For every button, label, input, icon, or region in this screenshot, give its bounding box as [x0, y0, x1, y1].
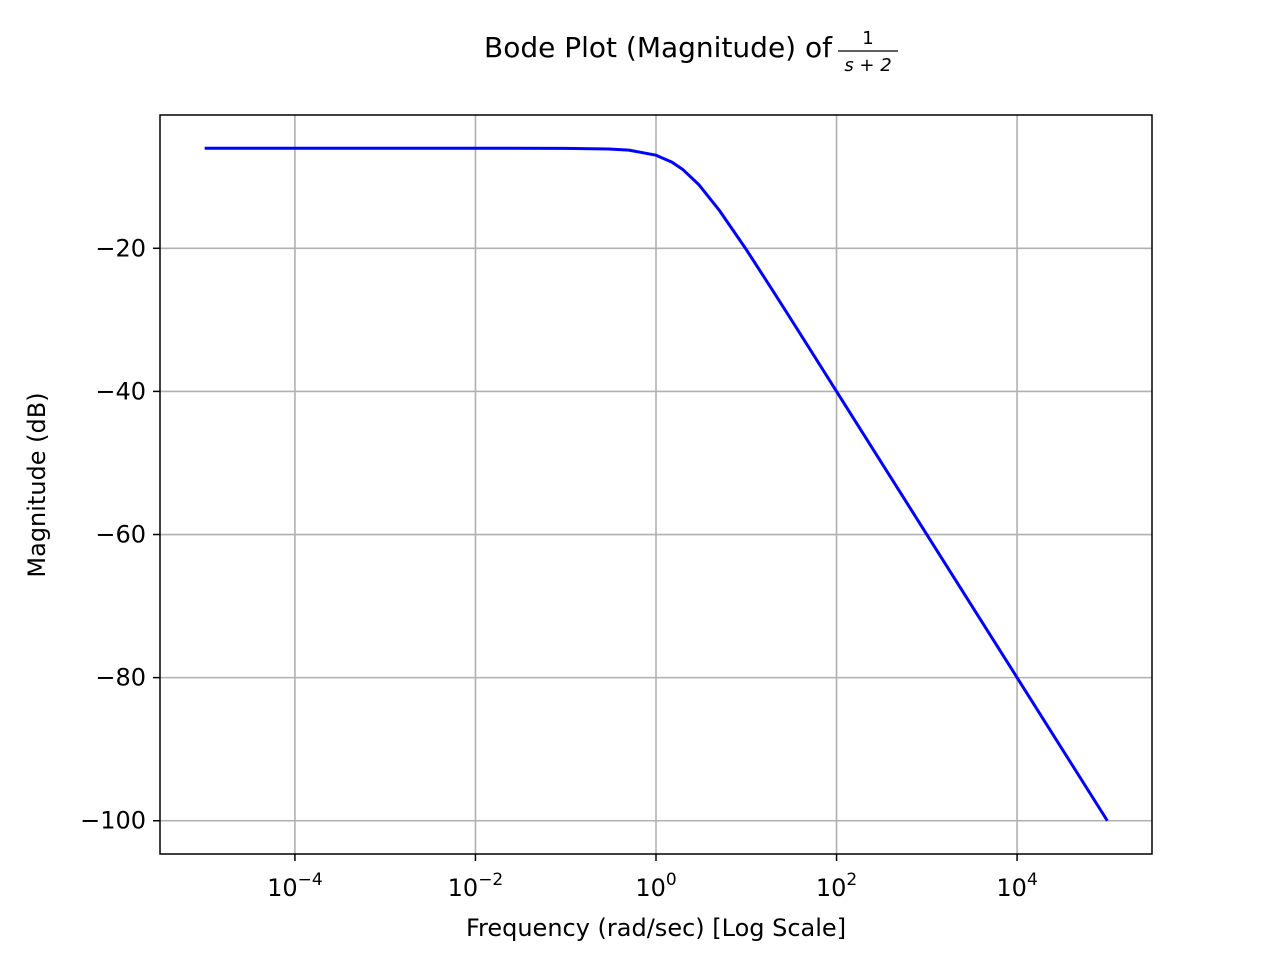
x-tick-label-base: 10 — [267, 874, 298, 902]
chart-title-denominator: s + 2 — [844, 55, 891, 76]
x-tick-label-base: 10 — [635, 874, 666, 902]
grid — [160, 115, 1152, 854]
x-tick-label: 104 — [996, 870, 1037, 902]
x-tick-label-base: 10 — [448, 874, 479, 902]
y-tick-label: −20 — [95, 234, 146, 262]
plot-area — [159, 114, 1153, 855]
chart-title-numerator: 1 — [862, 28, 873, 49]
y-tick-label: −60 — [95, 521, 146, 549]
y-axis: −20 −40 −60 −80 −100 — [80, 234, 160, 835]
x-tick-label-exponent: −4 — [298, 870, 323, 890]
y-tick-label: −40 — [95, 377, 146, 405]
x-tick-label-exponent: 0 — [666, 870, 677, 890]
series-layer — [204, 146, 1109, 822]
x-tick-label-exponent: 2 — [846, 870, 857, 890]
chart-title: Bode Plot (Magnitude) of 1 s + 2 — [484, 28, 898, 76]
x-axis: 10−4 10−2 100 102 104 — [267, 854, 1038, 902]
magnitude-series-line — [204, 146, 1109, 822]
chart-title-text: Bode Plot (Magnitude) of — [484, 31, 833, 64]
x-axis-label: Frequency (rad/sec) [Log Scale] — [466, 914, 846, 942]
y-tick-label: −100 — [80, 807, 146, 835]
y-tick-label: −80 — [95, 664, 146, 692]
x-tick-label: 10−2 — [448, 870, 504, 902]
x-tick-label-exponent: −2 — [478, 870, 503, 890]
x-tick-label-exponent: 4 — [1027, 870, 1038, 890]
y-axis-label: Magnitude (dB) — [23, 392, 51, 577]
x-tick-label: 100 — [635, 870, 676, 902]
x-tick-label: 10−4 — [267, 870, 323, 902]
x-tick-label-base: 10 — [996, 874, 1027, 902]
x-tick-label: 102 — [816, 870, 857, 902]
x-tick-label-base: 10 — [816, 874, 847, 902]
